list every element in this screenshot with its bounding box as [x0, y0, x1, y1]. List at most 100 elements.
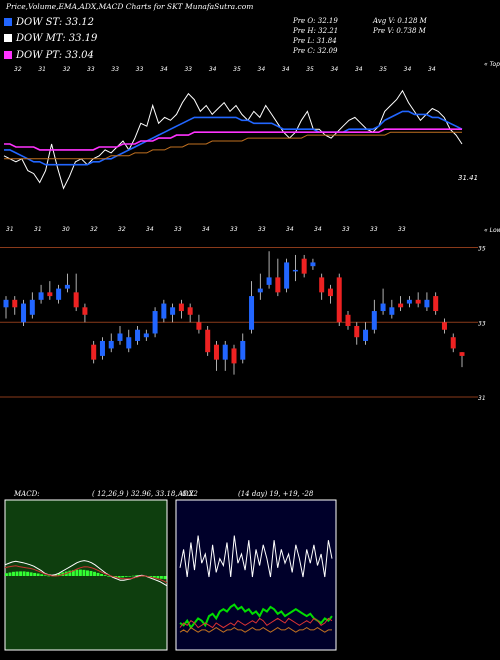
ema-bottom-tick-label: 33: [230, 226, 238, 233]
macd-histogram-bar: [5, 573, 8, 576]
candle-body: [441, 322, 447, 330]
ema-bottom-tick-label: 33: [398, 226, 406, 233]
macd-histogram-bar: [12, 571, 15, 576]
macd-params: ( 12,26,9 ) 32.96, 33.18, -0.22: [92, 490, 198, 498]
ema-tops-label: « Tops: [484, 61, 500, 68]
macd-histogram-bar: [159, 576, 163, 579]
ema-top-tick-label: 34: [355, 66, 363, 73]
candle-body: [29, 299, 35, 315]
macd-histogram-bar: [68, 570, 72, 576]
ema-top-tick-label: 35: [379, 66, 387, 73]
ema-bottom-tick-label: 33: [342, 226, 350, 233]
macd-histogram-bar: [128, 576, 132, 577]
candle-body: [231, 348, 237, 364]
macd-histogram-bar: [121, 576, 125, 578]
macd-histogram-bar: [89, 570, 93, 576]
macd-histogram-bar: [57, 573, 61, 576]
legend-label-mt: DOW MT: 33.19: [16, 33, 98, 44]
candle-body: [47, 292, 53, 297]
candle-body: [301, 258, 307, 274]
ema-top-tick-label: 34: [160, 66, 168, 73]
adx-params: (14 day) 19, +19, -28: [238, 490, 314, 498]
candle-body: [126, 337, 132, 349]
candle-body: [196, 322, 202, 330]
candle-body: [73, 292, 79, 308]
price-y-tick-label: 31: [478, 395, 486, 402]
macd-histogram-bar: [86, 570, 89, 576]
adx-minus-di-line: [179, 617, 333, 629]
ema-last-price-label: 31.41: [458, 174, 478, 182]
stat-avg-volume: Avg V: 0.128 M: [373, 17, 427, 25]
candle-body: [424, 299, 430, 308]
macd-histogram-bar: [163, 576, 167, 580]
candle-body: [336, 277, 342, 323]
macd-histogram-bar: [96, 572, 100, 576]
candle-body: [152, 311, 158, 334]
macd-histogram-bar: [103, 575, 107, 576]
candle-body: [389, 307, 395, 315]
ema-st-line: [4, 110, 463, 166]
candle-body: [292, 269, 298, 272]
candle-body: [398, 303, 404, 308]
macd-histogram-bar: [15, 571, 19, 576]
page-title: Price,Volume,EMA,ADX,MACD Charts for SKT…: [6, 2, 254, 11]
candle-body: [135, 329, 141, 341]
candle-body: [275, 277, 281, 293]
candle-body: [187, 307, 193, 315]
legend-dow-st: DOW ST: 33.12: [4, 17, 94, 28]
ema-top-tick-label: 33: [111, 66, 119, 73]
candle-body: [249, 296, 255, 330]
ema-bottom-tick-label: 34: [286, 226, 294, 233]
legend-dow-mt: DOW MT: 33.19: [4, 33, 97, 44]
candle-body: [99, 340, 105, 356]
stat-prev-volume: Pre V: 0.738 M: [373, 27, 426, 35]
candle-body: [371, 311, 377, 330]
ema-bottom-tick-label: 31: [6, 226, 14, 233]
ema-top-tick-label: 32: [14, 66, 22, 73]
candle-body: [240, 340, 246, 360]
macd-histogram-bar: [47, 575, 51, 577]
candle-body: [450, 337, 456, 349]
candle-body: [327, 288, 333, 297]
stat-prev-high: Pre H: 32.21: [293, 27, 339, 35]
legend-label-pt: DOW PT: 33.04: [16, 50, 94, 61]
candle-body: [64, 284, 70, 289]
candle-body: [284, 262, 290, 289]
ema-top-tick-label: 33: [184, 66, 192, 73]
candle-body: [38, 292, 44, 300]
ema-bottom-tick-label: 33: [174, 226, 182, 233]
ema-top-tick-label: 34: [209, 66, 217, 73]
macd-histogram-bar: [40, 574, 44, 576]
legend-label-st: DOW ST: 33.12: [16, 17, 95, 28]
ema-top-tick-label: 34: [282, 66, 290, 73]
ema-bottom-tick-label: 30: [62, 226, 70, 233]
ema-top-tick-label: 34: [404, 66, 412, 73]
macd-histogram-bar: [124, 576, 128, 577]
macd-histogram-bar: [152, 576, 156, 578]
candle-body: [12, 299, 18, 308]
stat-prev-low: Pre L: 31.84: [293, 37, 337, 45]
candle-body: [433, 296, 439, 312]
ema-bottom-tick-label: 32: [90, 226, 98, 233]
adx-panel-bg: [175, 499, 337, 651]
macd-histogram-bar: [43, 575, 47, 576]
adx-line: [179, 535, 333, 578]
candle-body: [91, 344, 97, 360]
ema-bottom-tick-label: 33: [370, 226, 378, 233]
macd-signal-line: [4, 565, 168, 584]
candle-body: [3, 299, 9, 308]
adx-plus-di-line: [179, 603, 333, 630]
ema-bottom-tick-label: 33: [258, 226, 266, 233]
ema-lt-line: [4, 131, 462, 160]
candle-body: [345, 314, 351, 326]
candle-body: [82, 307, 88, 315]
macd-histogram-bar: [54, 574, 58, 576]
candle-body: [354, 326, 360, 338]
macd-histogram-bar: [131, 575, 135, 577]
ema-pt-line: [4, 128, 462, 151]
adx-title: ADX: [178, 490, 194, 498]
ema-lows-label: « Lows: [484, 227, 500, 234]
legend-dow-pt: DOW PT: 33.04: [4, 50, 94, 61]
ema-bottom-tick-label: 32: [118, 226, 126, 233]
ema-top-tick-label: 31: [38, 66, 46, 73]
